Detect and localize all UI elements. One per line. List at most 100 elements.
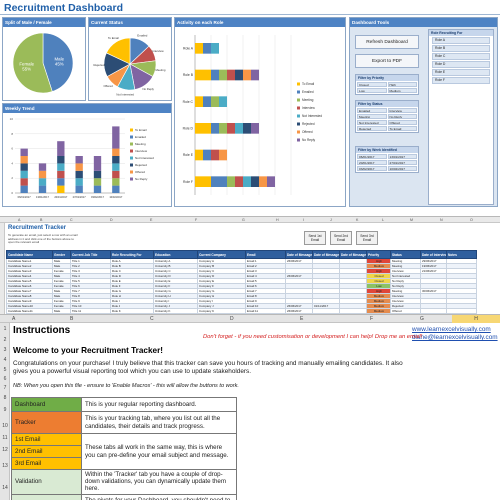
column-letter[interactable]: A xyxy=(18,218,21,222)
row-number[interactable]: 12 xyxy=(2,447,8,453)
legend-label: Not Interested xyxy=(135,156,154,160)
status-option[interactable]: Offered xyxy=(387,120,417,125)
guide-tab-name[interactable]: Validation xyxy=(11,469,82,495)
role-option[interactable]: Role B xyxy=(432,45,490,52)
role-option[interactable]: Role E xyxy=(432,69,490,76)
row-number[interactable]: 10 xyxy=(2,423,8,429)
column-letter[interactable]: F xyxy=(195,218,198,222)
status-option[interactable]: To Email xyxy=(387,126,417,131)
email-link[interactable]: diane@learnexcelvisually.com xyxy=(412,334,498,341)
column-letter[interactable]: F xyxy=(370,316,374,322)
column-letter[interactable]: H xyxy=(276,218,279,222)
priority-option[interactable]: Closed xyxy=(357,82,387,87)
row-number[interactable]: 11 xyxy=(2,435,8,441)
status-option[interactable]: Rejected xyxy=(357,126,387,131)
table-header-cell[interactable]: Email xyxy=(245,250,286,259)
priority-option[interactable]: Low xyxy=(357,88,387,93)
row-number[interactable]: 7 xyxy=(3,385,7,391)
guide-tab-name[interactable]: 2nd Email xyxy=(11,445,82,458)
website-link[interactable]: www.learnexcelvisually.com xyxy=(412,326,491,333)
table-header-cell[interactable]: Date of Message 3 xyxy=(339,250,367,259)
row-number[interactable]: 2 xyxy=(3,337,7,343)
column-letter[interactable]: A xyxy=(12,316,16,322)
row-number[interactable]: 4 xyxy=(3,357,7,363)
weekly-bar-chart: 0 2 4 6 8 10 06/01/2017 13/01/2017 20/01/2017 27/… xyxy=(10,117,155,199)
row-number[interactable]: 5 xyxy=(3,367,7,373)
table-header-cell[interactable]: Priority xyxy=(366,250,391,259)
column-letter[interactable]: D xyxy=(230,316,234,322)
status-option[interactable]: Interview xyxy=(387,108,417,113)
column-letter[interactable]: L xyxy=(382,218,384,222)
table-header-cell[interactable]: Education xyxy=(153,250,198,259)
send-1st-email-button[interactable]: Send 1st Email xyxy=(304,231,326,245)
row-number[interactable]: 6 xyxy=(3,376,7,382)
table-row[interactable]: Candidate Name2 Male Title 2 Role B Universi… xyxy=(6,263,477,269)
table-header-cell[interactable]: Status xyxy=(390,250,421,259)
table-header-cell[interactable]: Date of Interview xyxy=(420,250,447,259)
column-letter[interactable]: E xyxy=(300,316,304,322)
guide-tab-name[interactable]: Tracker xyxy=(11,411,82,434)
row-number[interactable]: 14 xyxy=(2,485,8,491)
table-header-cell[interactable]: Gender xyxy=(52,250,71,259)
row-number[interactable]: 8 xyxy=(3,395,7,401)
status-option[interactable]: Not Interested xyxy=(357,120,387,125)
week-option[interactable]: 10/02/2017 xyxy=(387,166,417,171)
guide-tab-name[interactable]: 1st Email xyxy=(11,433,82,446)
x-tick-label: 03/02/2017 xyxy=(91,195,105,199)
table-header-cell[interactable]: Candidate Name xyxy=(6,250,53,259)
row-number[interactable]: 3 xyxy=(3,347,7,353)
export-pdf-button[interactable]: Export to PDF xyxy=(355,54,419,68)
y-tick-label: Role F xyxy=(183,180,193,184)
week-option[interactable]: 27/01/2017 xyxy=(387,160,417,165)
row-number[interactable]: 1 xyxy=(3,326,7,332)
column-letter[interactable]: K xyxy=(356,218,359,222)
role-option[interactable]: Role A xyxy=(432,37,490,44)
table-row[interactable]: Candidate Name9 Female Title 9 Role I Univer… xyxy=(6,298,477,304)
table-header-cell[interactable]: Role Recruiting For xyxy=(110,250,154,259)
send-2nd-email-button[interactable]: Send 2nd Email xyxy=(330,231,352,245)
table-row[interactable]: Candidate Name7 Male Title 7 Role G Universi… xyxy=(6,288,477,294)
refresh-dashboard-button[interactable]: Refresh Dashboard xyxy=(355,35,419,49)
role-option[interactable]: Role C xyxy=(432,53,490,60)
column-letter[interactable]: B xyxy=(40,218,43,222)
table-header-cell[interactable]: Current Company xyxy=(197,250,246,259)
column-letter[interactable]: G xyxy=(242,218,245,222)
column-letter[interactable]: C xyxy=(150,316,154,322)
table-header-cell[interactable]: Notes xyxy=(446,250,477,259)
role-option[interactable]: Role F xyxy=(432,77,490,84)
column-letter[interactable]: O xyxy=(470,218,473,222)
week-option[interactable]: 06/01/2017 xyxy=(357,154,387,159)
status-option[interactable]: Meeting xyxy=(357,114,387,119)
table-row[interactable]: Candidate Name5 Female Title 5 Role E Univer… xyxy=(6,278,477,284)
guide-tab-name[interactable]: Dashboard xyxy=(11,397,82,412)
table-header-cell[interactable]: Date of Message 1 xyxy=(285,250,313,259)
table-header-cell[interactable]: Current Job Title xyxy=(70,250,111,259)
column-letter[interactable]: M xyxy=(410,218,413,222)
column-letter[interactable]: C xyxy=(70,218,73,222)
column-letter[interactable]: D xyxy=(110,218,113,222)
column-letter[interactable]: H xyxy=(452,315,500,323)
table-header-cell[interactable]: Date of Message 2 xyxy=(312,250,340,259)
column-letter[interactable]: J xyxy=(330,218,332,222)
status-option[interactable]: Emailed xyxy=(357,108,387,113)
row-number[interactable]: 13 xyxy=(2,463,8,469)
guide-tab-name[interactable]: 3rd Email xyxy=(11,457,82,470)
week-option[interactable]: 03/02/2017 xyxy=(357,166,387,171)
week-option[interactable]: 13/01/2017 xyxy=(387,154,417,159)
guide-tab-name[interactable]: Pivots xyxy=(11,493,82,500)
status-option[interactable]: No Reply xyxy=(387,114,417,119)
priority-option[interactable]: High xyxy=(387,82,417,87)
column-letter[interactable]: B xyxy=(70,316,74,322)
column-letter[interactable]: I xyxy=(303,218,304,222)
priority-option[interactable]: Medium xyxy=(387,88,417,93)
macros-note: NB: When you open this file - ensure to … xyxy=(13,383,239,389)
row-number[interactable]: 9 xyxy=(3,407,7,413)
column-letter[interactable]: N xyxy=(440,218,443,222)
role-option[interactable]: Role D xyxy=(432,61,490,68)
column-letter[interactable]: E xyxy=(150,218,153,222)
send-3rd-email-button[interactable]: Send 3rd Email xyxy=(356,231,378,245)
table-row[interactable]: Candidate Name4 Male Title 4 Role D Universi… xyxy=(6,273,477,279)
column-letter[interactable]: G xyxy=(420,316,424,322)
week-option[interactable]: 20/01/2017 xyxy=(357,160,387,165)
